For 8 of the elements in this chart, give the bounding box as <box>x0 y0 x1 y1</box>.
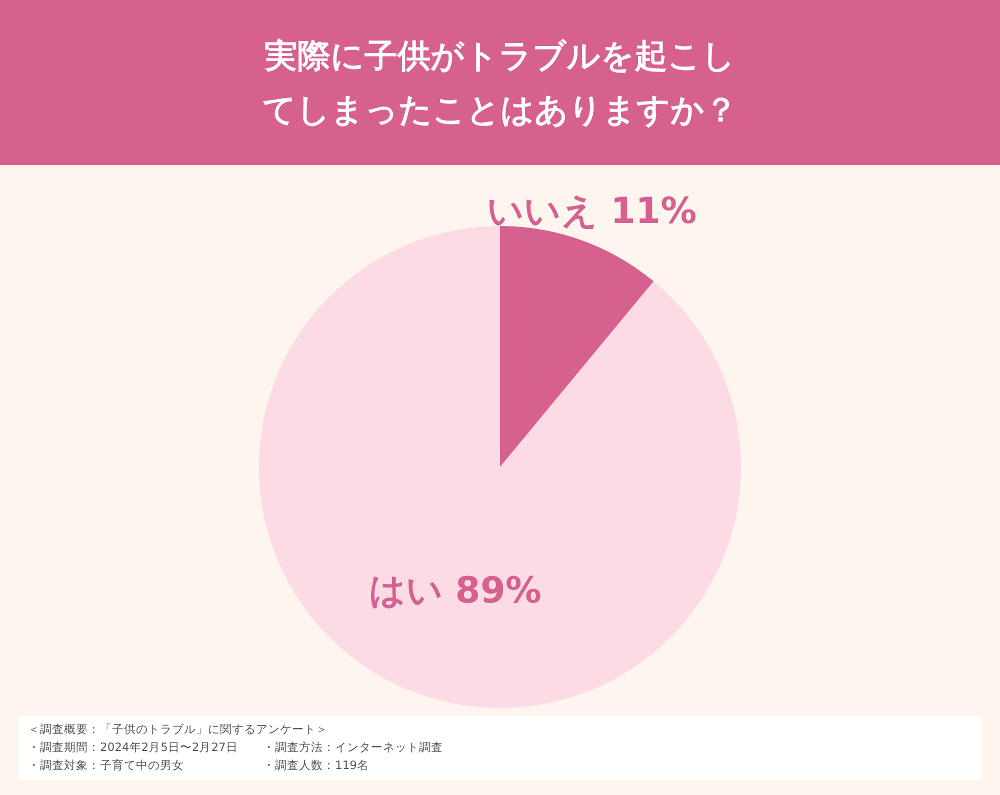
text: ・調査期間：2024年2月5日〜2月27日 <box>28 739 239 756</box>
chart-title: 実際に子供がトラブルを起こしてしまったことはありますか？ <box>262 34 738 130</box>
text: ・調査対象：子育て中の男女 <box>28 757 185 774</box>
text: ＜調査概要：「子供のトラブル」に関するアンケート＞ <box>28 721 329 738</box>
slice-label: いいえ 11% <box>486 191 697 232</box>
text: ・調査人数：119名 <box>263 757 369 774</box>
slice-label: はい 89% <box>368 570 542 612</box>
text: ・調査方法：インターネット調査 <box>263 739 443 756</box>
